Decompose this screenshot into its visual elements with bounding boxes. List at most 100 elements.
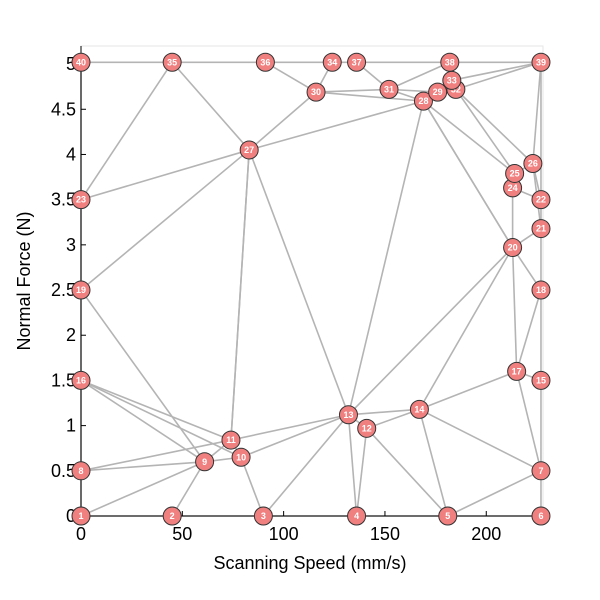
node-marker xyxy=(239,140,259,160)
node-30: 30 xyxy=(306,82,326,102)
edge-14-17 xyxy=(419,370,517,411)
node-label: 21 xyxy=(536,224,546,234)
node-label: 37 xyxy=(352,57,362,67)
edge-11-13 xyxy=(230,413,349,441)
node-marker xyxy=(440,52,460,72)
y-tick-label: 4.5 xyxy=(51,99,76,119)
edge-31-38 xyxy=(388,61,451,91)
node-label: 15 xyxy=(536,375,546,385)
node-37: 37 xyxy=(347,52,367,72)
node-label: 20 xyxy=(508,243,518,253)
edge-27-35 xyxy=(171,61,250,151)
node-label: 10 xyxy=(236,452,246,462)
node-23: 23 xyxy=(71,190,91,210)
edge-25-28 xyxy=(422,100,516,175)
node-7: 7 xyxy=(531,461,551,481)
node-marker xyxy=(507,361,527,381)
node-label: 18 xyxy=(536,285,546,295)
node-label: 23 xyxy=(76,195,86,205)
x-tick-label: 50 xyxy=(172,524,192,544)
y-tick-label: 2.5 xyxy=(51,280,76,300)
node-3: 3 xyxy=(253,506,273,526)
node-marker xyxy=(71,52,91,72)
node-39: 39 xyxy=(531,52,551,72)
node-label: 12 xyxy=(362,423,372,433)
edge-28-27 xyxy=(248,100,424,151)
node-label: 30 xyxy=(311,87,321,97)
node-22: 22 xyxy=(531,190,551,210)
node-marker xyxy=(357,418,377,438)
edge-28-20 xyxy=(422,100,514,248)
node-marker xyxy=(162,506,182,526)
edge-10-13 xyxy=(240,414,349,458)
edge-3-10 xyxy=(240,456,265,517)
node-label: 35 xyxy=(167,57,177,67)
node-label: 36 xyxy=(260,57,270,67)
edge-30-31 xyxy=(316,88,390,93)
node-label: 25 xyxy=(510,168,520,178)
node-13: 13 xyxy=(338,405,358,425)
node-36: 36 xyxy=(255,52,275,72)
node-label: 5 xyxy=(445,511,450,521)
y-tick-label: 4 xyxy=(66,144,76,164)
node-marker xyxy=(195,452,215,472)
node-marker xyxy=(438,506,458,526)
node-marker xyxy=(523,154,543,173)
y-tick-label: 0.5 xyxy=(51,461,76,481)
node-marker xyxy=(531,280,551,300)
node-label: 31 xyxy=(384,84,394,94)
node-label: 24 xyxy=(508,183,518,193)
edge-5-12 xyxy=(366,427,449,517)
y-tick-label: 1 xyxy=(66,416,76,436)
y-tick-label: 3 xyxy=(66,235,76,255)
y-tick-label: 1.5 xyxy=(51,370,76,390)
node-29: 29 xyxy=(428,82,448,102)
edge-17-18 xyxy=(515,289,542,372)
edge-9-16 xyxy=(80,379,206,463)
edge-7-17 xyxy=(515,371,542,471)
edge-14-7 xyxy=(419,408,542,472)
node-label: 29 xyxy=(433,87,443,97)
edge-4-12 xyxy=(355,428,368,517)
node-marker xyxy=(71,506,91,526)
node-marker xyxy=(306,82,326,102)
node-4: 4 xyxy=(347,506,367,526)
edge-11-27 xyxy=(230,149,250,441)
node-label: 17 xyxy=(512,366,522,376)
edge-14-20 xyxy=(418,247,514,410)
node-15: 15 xyxy=(531,370,551,390)
x-tick-label: 100 xyxy=(269,524,299,544)
node-label: 19 xyxy=(76,285,86,295)
edge-8-11 xyxy=(80,439,232,472)
node-label: 1 xyxy=(78,511,83,521)
y-tick-label: 0 xyxy=(66,506,76,526)
node-label: 6 xyxy=(538,511,543,521)
edge-27-23 xyxy=(80,149,250,201)
node-40: 40 xyxy=(71,52,91,72)
node-27: 27 xyxy=(239,140,259,160)
node-12: 12 xyxy=(357,418,377,438)
node-label: 3 xyxy=(261,511,266,521)
edge-32-39 xyxy=(455,61,542,91)
node-marker xyxy=(505,163,525,183)
node-marker xyxy=(347,52,367,72)
edge-11-16 xyxy=(80,379,232,441)
node-26: 26 xyxy=(523,154,543,173)
node-label: 8 xyxy=(78,466,83,476)
node-marker xyxy=(409,399,429,419)
node-label: 40 xyxy=(76,57,86,67)
node-marker xyxy=(531,461,551,481)
node-marker xyxy=(503,238,523,258)
edge-26-32 xyxy=(455,88,534,165)
node-marker xyxy=(347,506,367,526)
edge-13-14 xyxy=(348,408,420,416)
ticks-layer: 0 50 100 150 200 0 0.5 1 1.5 2 2.5 3 3.5 4 4.5 5 xyxy=(51,54,501,544)
edge-27-19 xyxy=(80,149,250,291)
node-marker xyxy=(71,370,91,390)
edge-5-7 xyxy=(447,470,542,517)
node-label: 4 xyxy=(354,511,359,521)
edge-16-10 xyxy=(80,379,242,458)
node-14: 14 xyxy=(409,399,429,419)
